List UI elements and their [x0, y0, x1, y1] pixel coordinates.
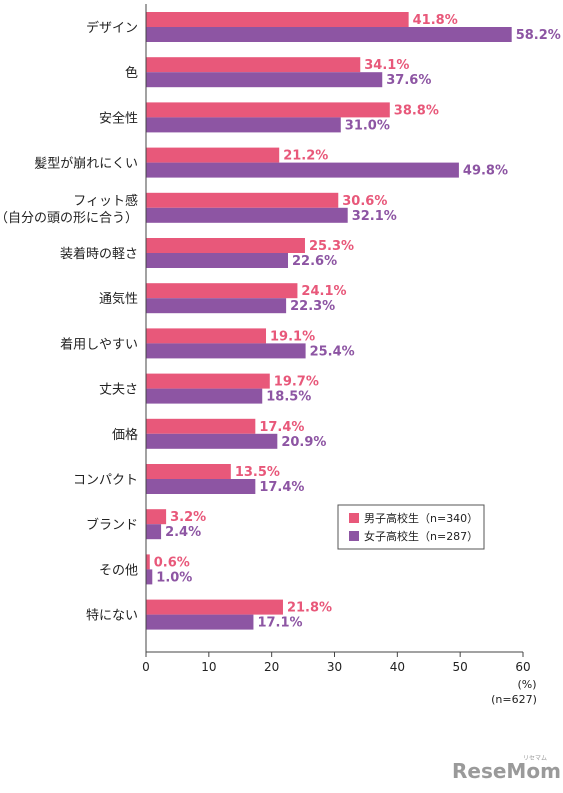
- logo-text: ReseMom: [452, 759, 561, 783]
- data-label-boys: 3.2%: [170, 510, 206, 525]
- category-label: （自分の頭の形に合う）: [0, 211, 138, 226]
- bar-boys: [146, 102, 390, 118]
- bar-boys: [146, 509, 167, 525]
- category-label: コンパクト: [73, 473, 138, 488]
- data-label-boys: 34.1%: [364, 58, 409, 73]
- data-label-boys: 19.1%: [270, 329, 315, 344]
- category-label: 色: [125, 65, 138, 81]
- bar-girls: [146, 614, 254, 630]
- bar-girls: [146, 27, 512, 42]
- data-label-girls: 1.0%: [156, 570, 192, 585]
- legend-swatch-boys: [349, 513, 359, 523]
- legend-swatch-girls: [349, 531, 359, 541]
- x-tick-label: 0: [142, 660, 150, 674]
- bar-girls: [146, 253, 289, 268]
- bars: [146, 12, 512, 630]
- data-label-girls: 49.8%: [463, 164, 508, 179]
- bar-boys: [146, 599, 283, 615]
- bar-girls: [146, 343, 306, 359]
- legend-label-boys: 男子高校生（n=340）: [364, 511, 478, 525]
- bar-girls: [146, 524, 162, 540]
- bar-girls: [146, 433, 278, 449]
- data-label-girls: 32.1%: [352, 209, 397, 224]
- data-label-boys: 41.8%: [413, 13, 458, 28]
- x-tick-label: 10: [201, 660, 216, 674]
- data-label-girls: 37.6%: [386, 73, 431, 88]
- logo-small-text: リセマム: [523, 755, 547, 762]
- x-tick-label: 20: [264, 660, 279, 674]
- x-tick-label: 60: [515, 660, 530, 674]
- bar-girls: [146, 479, 256, 494]
- bar-girls: [146, 162, 459, 178]
- data-label-girls: 25.4%: [310, 344, 355, 359]
- bar-boys: [146, 57, 361, 73]
- data-label-boys: 21.2%: [283, 149, 328, 164]
- x-tick-label: 50: [453, 660, 468, 674]
- bar-boys: [146, 192, 339, 208]
- data-label-girls: 18.5%: [266, 390, 311, 405]
- category-label: デザイン: [86, 20, 138, 36]
- bar-girls: [146, 72, 383, 88]
- data-label-boys: 30.6%: [342, 194, 387, 209]
- data-label-boys: 0.6%: [154, 555, 190, 570]
- data-label-girls: 17.1%: [257, 616, 302, 631]
- category-label: 特にない: [86, 609, 138, 624]
- x-axis-unit: (%): [517, 678, 536, 691]
- category-label: 価格: [112, 427, 138, 443]
- data-label-girls: 17.4%: [259, 480, 304, 495]
- data-label-girls: 20.9%: [281, 435, 326, 450]
- resemom-logo: ReseMom リセマム: [452, 755, 561, 783]
- data-label-girls: 22.6%: [292, 254, 337, 269]
- sample-size-note: (n=627): [491, 693, 537, 706]
- bar-boys: [146, 373, 270, 389]
- category-label: 装着時の軽さ: [60, 246, 138, 262]
- x-tick-label: 30: [327, 660, 342, 674]
- category-label: 通気性: [99, 291, 138, 307]
- legend-box: [337, 504, 485, 550]
- legend-label-girls: 女子高校生（n=287）: [364, 529, 478, 543]
- bar-boys: [146, 147, 280, 163]
- bar-boys: [146, 283, 298, 299]
- data-label-boys: 24.1%: [301, 284, 346, 299]
- bar-boys: [146, 464, 231, 479]
- bar-girls: [146, 569, 153, 585]
- bar-boys: [146, 418, 256, 434]
- bar-girls: [146, 117, 341, 133]
- data-label-girls: 22.3%: [290, 299, 335, 314]
- category-label: フィット感: [73, 193, 138, 209]
- category-label: 髪型が崩れにくい: [34, 157, 138, 172]
- category-label: 着用しやすい: [60, 336, 138, 352]
- legend: 男子高校生（n=340） 女子高校生（n=287）: [337, 504, 485, 550]
- category-label: ブランド: [86, 517, 138, 533]
- data-label-boys: 25.3%: [309, 239, 354, 254]
- data-label-boys: 13.5%: [235, 465, 280, 480]
- x-tick-label: 40: [390, 660, 405, 674]
- data-label-boys: 17.4%: [259, 420, 304, 435]
- bar-boys: [146, 238, 305, 253]
- data-label-boys: 21.8%: [287, 601, 332, 616]
- bar-boys: [146, 554, 150, 570]
- data-label-girls: 2.4%: [165, 525, 201, 540]
- bar-girls: [146, 388, 263, 404]
- data-label-boys: 19.7%: [274, 375, 319, 390]
- data-label-girls: 58.2%: [516, 28, 561, 43]
- bar-girls: [146, 298, 287, 314]
- data-label-girls: 31.0%: [345, 118, 390, 133]
- data-labels: 41.8% 58.2% 34.1%37.6% 38.8% 31.0% 21.2% 49.8%…: [154, 13, 561, 631]
- category-label: その他: [99, 563, 138, 578]
- bar-boys: [146, 328, 267, 344]
- bar-girls: [146, 207, 348, 223]
- data-label-boys: 38.8%: [394, 103, 439, 118]
- category-label: 丈夫さ: [99, 383, 138, 398]
- x-axis: 0 10 20 30 40 50 60: [142, 4, 531, 674]
- category-label: 安全性: [99, 110, 138, 126]
- bar-boys: [146, 12, 409, 27]
